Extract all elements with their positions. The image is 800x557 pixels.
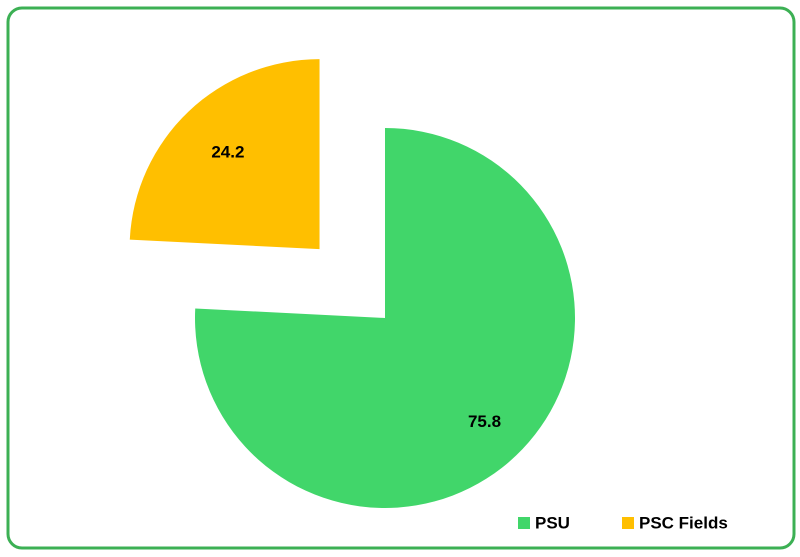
data-label: 75.8 bbox=[468, 412, 501, 431]
legend-label: PSU bbox=[535, 513, 570, 532]
legend-label: PSC Fields bbox=[639, 513, 728, 532]
legend-swatch bbox=[518, 517, 530, 529]
pie-slice bbox=[195, 128, 576, 508]
data-label: 24.2 bbox=[211, 142, 244, 161]
legend-swatch bbox=[622, 517, 634, 529]
pie-slice bbox=[129, 59, 320, 250]
